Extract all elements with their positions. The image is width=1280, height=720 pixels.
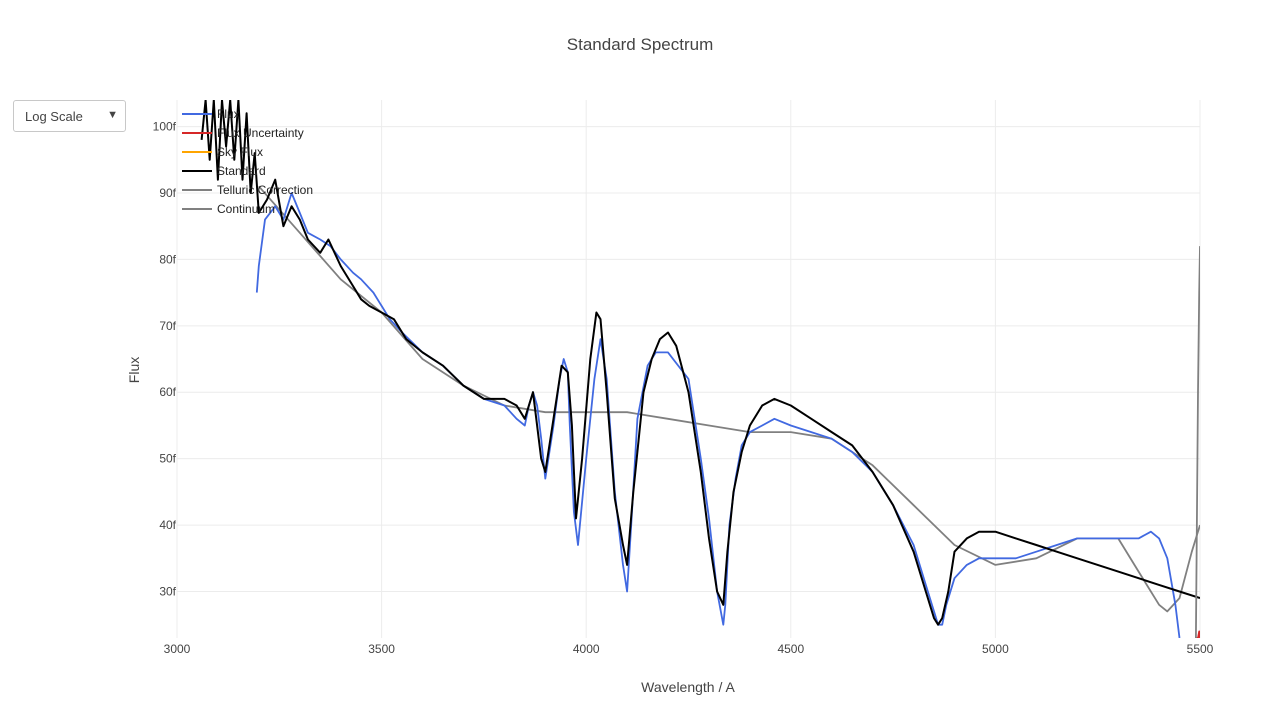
- scale-dropdown[interactable]: Log Scale ▼: [13, 100, 126, 132]
- y-tick-label: 60f: [159, 385, 176, 399]
- series-line-continuum: [258, 185, 1200, 613]
- x-tick-label: 3500: [368, 642, 395, 656]
- legend-item-label: Continuum: [217, 202, 275, 216]
- x-tick-label: 3000: [164, 642, 191, 656]
- legend-item-label: Flux: [217, 107, 240, 121]
- series-line-telluric-correction: [1195, 246, 1200, 638]
- y-tick-label: 80f: [159, 252, 176, 266]
- y-tick-label: 50f: [159, 452, 176, 466]
- series-line-flux-uncertainty: [1195, 630, 1200, 638]
- y-tick-label: 70f: [159, 319, 176, 333]
- y-axis-label: Flux: [126, 357, 142, 383]
- x-tick-label: 5000: [982, 642, 1009, 656]
- y-tick-label: 90f: [159, 186, 176, 200]
- scale-dropdown-label: Log Scale: [25, 109, 83, 124]
- legend-item-label: Standard: [217, 164, 266, 178]
- legend: Flux Flux Uncertainty Sky Flux Standard Tell…: [182, 107, 313, 216]
- legend-item-label: Telluric Correction: [217, 183, 313, 197]
- x-tick-label: 5500: [1187, 642, 1214, 656]
- series-line-flux: [255, 192, 1181, 638]
- chart-title: Standard Spectrum: [567, 35, 713, 54]
- axes: 3000 3500 4000 4500 5000 5500 30f 40f 50f 60f 70f 8…: [153, 120, 1214, 656]
- x-axis-label: Wavelength / A: [641, 679, 735, 695]
- series-layer: [200, 100, 1200, 638]
- legend-item-label: Sky Flux: [217, 145, 263, 159]
- x-tick-label: 4000: [573, 642, 600, 656]
- y-tick-label: 30f: [159, 585, 176, 599]
- y-tick-label: 100f: [153, 120, 177, 134]
- legend-item-label: Flux Uncertainty: [217, 126, 304, 140]
- grid: [176, 100, 1201, 638]
- x-tick-label: 4500: [777, 642, 804, 656]
- chevron-down-icon: ▼: [107, 109, 118, 121]
- y-tick-label: 40f: [159, 518, 176, 532]
- series-line-standard: [200, 100, 1200, 626]
